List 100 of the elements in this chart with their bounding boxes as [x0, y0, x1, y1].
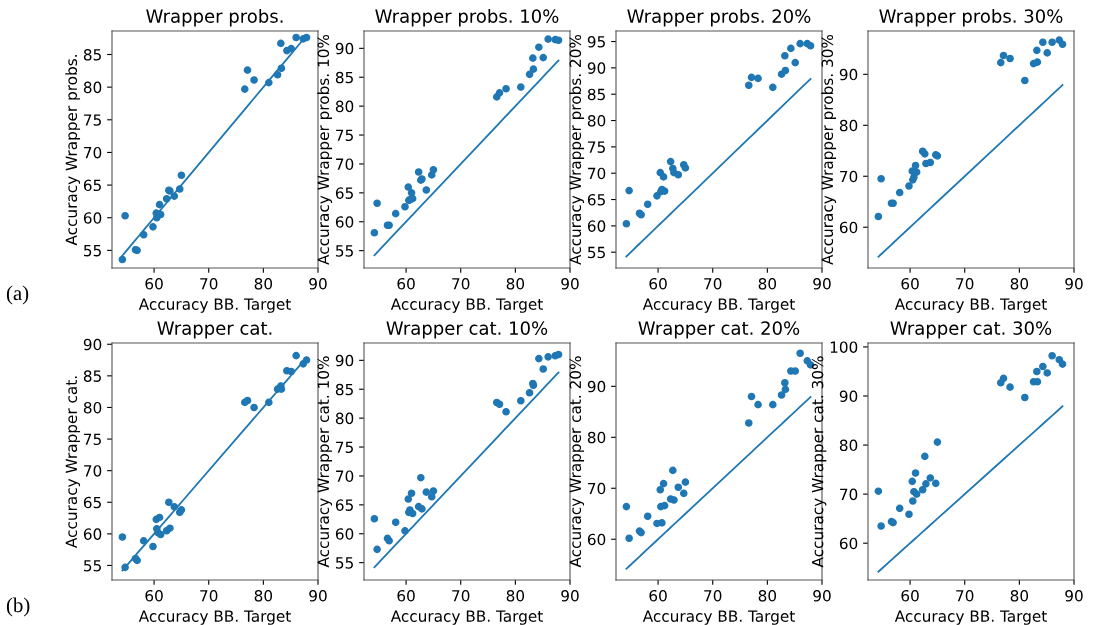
- y-tick-label: 60: [839, 537, 858, 550]
- x-tick-label: 80: [758, 589, 777, 602]
- y-tick-label: 80: [83, 401, 102, 414]
- x-tick-label: 70: [200, 589, 218, 602]
- x-tick-label: 90: [1065, 589, 1083, 602]
- y-tick-label: 60: [83, 212, 102, 224]
- y-tick-label: 70: [840, 488, 858, 501]
- x-tick-label: 80: [254, 277, 273, 290]
- y-tick-label: 95: [587, 36, 605, 48]
- y-tick-label: 55: [588, 246, 605, 259]
- y-tick-label: 80: [335, 100, 354, 113]
- y-tick-label: 55: [84, 560, 101, 572]
- chart-title: Wrapper cat.: [157, 321, 272, 339]
- y-tick-label: 70: [84, 146, 102, 159]
- x-tick-label: 70: [200, 277, 218, 290]
- y-axis-title: Accuracy Wrapper cat. 10%: [317, 356, 333, 568]
- chart-title: Wrapper cat. 20%: [638, 321, 800, 339]
- x-axis-title: Accuracy BB. Target: [642, 610, 795, 625]
- y-tick-label: 60: [83, 528, 102, 540]
- y-tick-label: 70: [84, 465, 102, 477]
- y-tick-label: 55: [336, 557, 353, 569]
- y-tick-label: 70: [336, 158, 354, 170]
- y-tick-label: 90: [83, 338, 102, 351]
- x-tick-label: 90: [309, 589, 327, 602]
- x-tick-label: 60: [397, 589, 415, 602]
- chart-title: Wrapper cat. 30%: [890, 321, 1052, 339]
- y-tick-label: 75: [84, 114, 101, 126]
- x-tick-label: 70: [704, 277, 722, 290]
- y-tick-label: 100: [830, 341, 858, 353]
- y-tick-label: 65: [335, 187, 353, 199]
- x-tick-label: 90: [561, 589, 579, 602]
- y-tick-label: 90: [587, 380, 606, 393]
- y-tick-label: 70: [588, 167, 606, 180]
- x-tick-label: 60: [145, 277, 163, 290]
- text: (b): [6, 597, 30, 617]
- y-axis-title: Accuracy Wrapper probs. 10%: [317, 34, 333, 265]
- y-tick-label: 85: [335, 71, 353, 84]
- y-tick-label: 80: [335, 412, 354, 425]
- chart-title: Wrapper cat. 10%: [386, 321, 548, 339]
- chart-title: Wrapper probs. 30%: [879, 8, 1063, 27]
- x-tick-label: 90: [813, 589, 831, 602]
- chart-title: Wrapper probs.: [146, 8, 283, 27]
- chart-title: Wrapper probs. 10%: [375, 8, 559, 27]
- x-tick-label: 80: [506, 277, 525, 290]
- y-tick-label: 80: [587, 431, 606, 444]
- y-axis-title: Accuracy Wrapper cat. 20%: [569, 356, 585, 568]
- x-tick-label: 70: [452, 277, 470, 290]
- x-axis-title: Accuracy BB. Target: [390, 298, 543, 313]
- x-tick-label: 70: [452, 589, 470, 602]
- y-tick-label: 60: [335, 216, 354, 228]
- y-axis-title: Accuracy Wrapper probs. 20%: [569, 34, 585, 265]
- y-tick-label: 75: [588, 141, 605, 153]
- x-tick-label: 80: [1010, 277, 1029, 290]
- y-axis-title: Accuracy Wrapper cat.: [65, 376, 81, 548]
- y-tick-label: 75: [336, 129, 353, 142]
- y-tick-label: 65: [587, 194, 605, 206]
- x-tick-label: 70: [704, 589, 722, 602]
- x-tick-label: 60: [649, 277, 667, 290]
- y-tick-label: 90: [839, 390, 858, 403]
- x-axis-title: Accuracy BB. Target: [894, 610, 1047, 625]
- x-tick-label: 90: [1065, 277, 1083, 290]
- x-tick-label: 80: [506, 589, 525, 602]
- y-tick-label: 90: [335, 354, 354, 367]
- x-tick-label: 60: [901, 589, 919, 602]
- y-tick-label: 60: [587, 220, 606, 232]
- x-axis-title: Accuracy BB. Target: [642, 298, 795, 313]
- y-tick-label: 80: [587, 115, 606, 127]
- x-tick-label: 60: [901, 277, 919, 290]
- chart-title: Wrapper probs. 20%: [627, 8, 811, 27]
- y-tick-label: 70: [336, 470, 354, 482]
- x-tick-label: 60: [145, 589, 163, 602]
- y-tick-label: 55: [336, 245, 353, 257]
- y-tick-label: 65: [83, 496, 101, 509]
- y-tick-label: 90: [587, 62, 606, 74]
- x-axis-title: Accuracy BB. Target: [138, 298, 291, 313]
- x-tick-label: 60: [649, 589, 667, 602]
- x-tick-label: 90: [309, 277, 327, 290]
- x-tick-label: 80: [1010, 589, 1029, 602]
- y-tick-label: 60: [839, 221, 858, 234]
- y-tick-label: 90: [839, 68, 858, 81]
- y-tick-label: 75: [84, 433, 101, 446]
- y-tick-label: 65: [83, 179, 101, 192]
- text: (a): [6, 285, 29, 305]
- y-axis-title: Accuracy Wrapper probs. 30%: [821, 34, 837, 265]
- y-tick-label: 85: [587, 88, 605, 101]
- y-tick-label: 90: [335, 42, 354, 55]
- y-tick-label: 85: [83, 370, 101, 382]
- x-tick-label: 80: [758, 277, 777, 290]
- x-tick-label: 60: [397, 277, 415, 290]
- x-tick-label: 80: [254, 589, 273, 602]
- y-tick-label: 55: [84, 245, 101, 257]
- x-tick-label: 70: [956, 589, 974, 602]
- y-axis-title: Accuracy Wrapper cat. 30%: [811, 356, 827, 568]
- y-tick-label: 85: [83, 48, 101, 61]
- x-axis-title: Accuracy BB. Target: [894, 298, 1047, 313]
- y-tick-label: 70: [588, 482, 606, 495]
- x-tick-label: 90: [561, 277, 579, 290]
- y-tick-label: 60: [587, 533, 606, 546]
- y-tick-label: 80: [839, 119, 858, 132]
- y-axis-title: Accuracy Wrapper probs.: [65, 55, 81, 246]
